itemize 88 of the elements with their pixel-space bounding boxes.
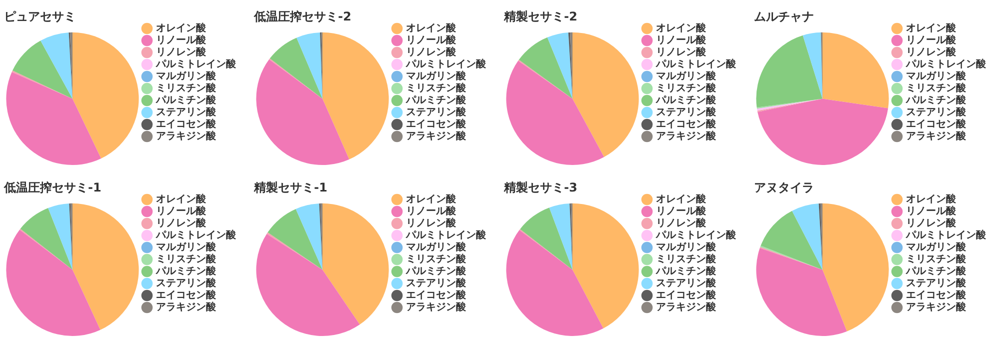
legend-label: パルミチン酸 <box>655 94 717 106</box>
legend-label: ミリスチン酸 <box>656 253 717 266</box>
legend-label: ミリスチン酸 <box>156 82 217 94</box>
legend-label: ステアリン酸 <box>656 277 717 290</box>
legend-label: アラキジン酸 <box>906 130 967 142</box>
legend-label: マルガリン酸 <box>156 70 217 82</box>
legend-label: パルミトレイン酸 <box>905 58 987 70</box>
chart-title: 精製セサミ-2 <box>503 9 578 24</box>
legend-label: パルミチン酸 <box>905 265 967 278</box>
legend-label: アラキジン酸 <box>656 130 717 142</box>
legend-label: オレイン酸 <box>406 22 457 34</box>
legend-label: リノール酸 <box>906 34 957 46</box>
legend-label: ステアリン酸 <box>906 277 967 290</box>
legend-label: マルガリン酸 <box>656 70 717 82</box>
legend-label: ミリスチン酸 <box>906 253 967 266</box>
legend-label: マルガリン酸 <box>656 241 717 254</box>
legend-label: アラキジン酸 <box>156 301 217 314</box>
legend-label: マルガリン酸 <box>906 70 967 82</box>
legend-label: ステアリン酸 <box>156 106 217 118</box>
legend-label: ミリスチン酸 <box>406 82 467 94</box>
legend-label: エイコセン酸 <box>406 118 467 130</box>
legend-label: オレイン酸 <box>406 193 457 206</box>
legend-label: アラキジン酸 <box>406 130 467 142</box>
legend-label: ステアリン酸 <box>156 277 217 290</box>
legend-label: ステアリン酸 <box>406 277 467 290</box>
legend-label: エイコセン酸 <box>406 289 467 302</box>
legend-label: エイコセン酸 <box>156 289 217 302</box>
chart-title: ムルチャナ <box>754 9 814 24</box>
chart-title: 精製セサミ-1 <box>253 180 328 194</box>
legend-label: オレイン酸 <box>656 22 707 34</box>
legend-label: パルミトレイン酸 <box>405 229 487 242</box>
legend-label: ミリスチン酸 <box>656 82 717 94</box>
legend-label: パルミトレイン酸 <box>405 58 487 70</box>
legend-label: リノール酸 <box>656 34 707 46</box>
legend-label: リノール酸 <box>156 205 207 218</box>
chart-title: ピュアセサミ <box>4 9 76 24</box>
legend-label: エイコセン酸 <box>156 118 217 130</box>
legend-label: リノール酸 <box>656 205 707 218</box>
legend-label: オレイン酸 <box>656 193 707 206</box>
legend-label: マルガリン酸 <box>906 241 967 254</box>
legend-label: パルミチン酸 <box>155 94 217 106</box>
legend-label: アラキジン酸 <box>156 130 217 142</box>
legend-label: リノール酸 <box>156 34 207 46</box>
legend-label: ミリスチン酸 <box>906 82 967 94</box>
legend-label: パルミチン酸 <box>155 265 217 278</box>
legend-label: リノール酸 <box>406 205 457 218</box>
legend-label: アラキジン酸 <box>656 301 717 314</box>
legend-label: ステアリン酸 <box>656 106 717 118</box>
legend-label: ミリスチン酸 <box>406 253 467 266</box>
legend-label: エイコセン酸 <box>906 118 967 130</box>
legend-label: リノレン酸 <box>906 46 957 58</box>
legend-label: ステアリン酸 <box>906 106 967 118</box>
legend-label: リノール酸 <box>406 34 457 46</box>
legend-label: パルミチン酸 <box>405 94 467 106</box>
legend-label: リノレン酸 <box>406 217 457 230</box>
legend-label: パルミチン酸 <box>905 94 967 106</box>
legend-label: パルミチン酸 <box>405 265 467 278</box>
legend-label: エイコセン酸 <box>656 289 717 302</box>
legend-label: パルミトレイン酸 <box>655 229 737 242</box>
legend-label: リノレン酸 <box>906 217 957 230</box>
legend-label: リノレン酸 <box>406 46 457 58</box>
legend-label: パルミトレイン酸 <box>905 229 987 242</box>
legend-label: オレイン酸 <box>156 22 207 34</box>
legend-label: パルミチン酸 <box>655 265 717 278</box>
chart-title: アヌタイラ <box>754 180 814 194</box>
legend-label: リノレン酸 <box>156 46 207 58</box>
legend-label: リノール酸 <box>906 205 957 218</box>
legend-label: アラキジン酸 <box>406 301 467 314</box>
legend-label: オレイン酸 <box>906 22 957 34</box>
legend-label: ステアリン酸 <box>406 106 467 118</box>
legend-label: アラキジン酸 <box>906 301 967 314</box>
legend-label: リノレン酸 <box>656 217 707 230</box>
legend-label: エイコセン酸 <box>656 118 717 130</box>
legend-label: ミリスチン酸 <box>156 253 217 266</box>
legend-label: マルガリン酸 <box>156 241 217 254</box>
legend-label: パルミトレイン酸 <box>655 58 737 70</box>
legend-label: リノレン酸 <box>156 217 207 230</box>
legend-label: オレイン酸 <box>156 193 207 206</box>
legend-label: パルミトレイン酸 <box>155 58 237 70</box>
legend-label: エイコセン酸 <box>906 289 967 302</box>
legend-label: マルガリン酸 <box>406 241 467 254</box>
legend-label: オレイン酸 <box>906 193 957 206</box>
chart-title: 低温圧搾セサミ-2 <box>253 9 352 24</box>
legend-label: マルガリン酸 <box>406 70 467 82</box>
chart-title: 低温圧搾セサミ-1 <box>3 180 102 194</box>
chart-title: 精製セサミ-3 <box>503 180 578 194</box>
legend-label: パルミトレイン酸 <box>155 229 237 242</box>
legend-label: リノレン酸 <box>656 46 707 58</box>
